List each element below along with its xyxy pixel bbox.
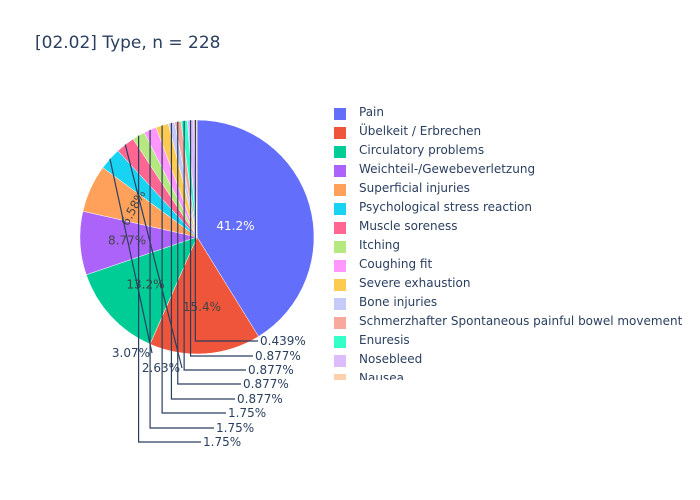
legend-label: Enuresis — [359, 333, 410, 347]
leader-line-9 — [149, 129, 214, 429]
slice-label-3: 13.2% — [126, 277, 164, 291]
legend-item[interactable]: Circulatory problems — [330, 142, 698, 161]
legend-swatch — [334, 165, 346, 177]
legend-label: Weichteil-/Gewebeverletzung — [359, 162, 536, 176]
legend-label: Severe exhaustion — [359, 276, 471, 290]
legend-label: Nausea — [359, 371, 404, 380]
legend-swatch — [334, 184, 346, 196]
slice-label-13: 0.877% — [248, 363, 294, 377]
slice-label-1: 41.2% — [216, 219, 254, 233]
legend-item[interactable]: Bone injuries — [330, 294, 698, 313]
leader-line-12 — [177, 121, 241, 385]
legend-label: Schmerzhafter Spontaneous painful bowel … — [359, 314, 683, 328]
legend-item[interactable]: Nosebleed — [330, 351, 698, 370]
legend-label: Bone injuries — [359, 295, 438, 309]
legend-swatch — [334, 279, 346, 291]
legend-swatch — [334, 108, 346, 120]
slice-label-12: 0.877% — [243, 377, 289, 391]
legend-swatch — [334, 298, 346, 310]
legend-label: Itching — [359, 238, 401, 252]
slice-label-7: 2.63% — [142, 361, 180, 375]
pie-slice-3[interactable] — [85, 236, 198, 345]
legend-item[interactable]: Muscle soreness — [330, 218, 698, 237]
legend-swatch — [334, 317, 346, 329]
legend-label: Muscle soreness — [359, 219, 458, 233]
chart-title: [02.02] Type, n = 228 — [35, 33, 221, 53]
legend-item[interactable]: Weichteil-/Gewebeverletzung — [330, 161, 698, 180]
slice-label-11: 0.877% — [237, 392, 283, 406]
legend-swatch — [334, 374, 346, 380]
legend-swatch — [334, 241, 346, 253]
legend-item[interactable]: Nausea — [330, 370, 698, 380]
slice-label-8: 1.75% — [203, 435, 241, 449]
legend-label: Nosebleed — [359, 352, 423, 366]
legend-swatch — [334, 355, 346, 367]
leader-line-11 — [170, 122, 235, 400]
leader-line-13 — [183, 120, 246, 371]
legend-item[interactable]: Severe exhaustion — [330, 275, 698, 294]
legend-swatch — [334, 127, 346, 139]
legend-item[interactable]: Psychological stress reaction — [330, 199, 698, 218]
legend-swatch — [334, 203, 346, 215]
legend-label: Psychological stress reaction — [359, 200, 532, 214]
leader-line-6 — [109, 158, 153, 354]
legend-label: Circulatory problems — [359, 143, 485, 157]
legend-item[interactable]: Schmerzhafter Spontaneous painful bowel … — [330, 313, 698, 332]
legend-label: Coughing fit — [359, 257, 433, 271]
legend-label: Superficial injuries — [359, 181, 470, 195]
slice-label-10: 1.75% — [228, 406, 266, 420]
legend-label: Pain — [359, 105, 384, 119]
legend-label: Übelkeit / Erbrechen — [359, 124, 482, 138]
slice-label-15: 0.439% — [260, 334, 306, 348]
legend-item[interactable]: Superficial injuries — [330, 180, 698, 199]
legend-swatch — [334, 336, 346, 348]
legend-swatch — [334, 146, 346, 158]
chart-legend: Pain Übelkeit / Erbrechen Circulatory prob… — [330, 104, 698, 380]
leader-line-10 — [161, 125, 226, 414]
legend-item[interactable]: Enuresis — [330, 332, 698, 351]
legend-item[interactable]: Pain — [330, 104, 698, 123]
pie-slice-1[interactable] — [196, 119, 315, 337]
slice-label-14: 0.877% — [255, 349, 301, 363]
leader-line-15 — [194, 120, 258, 342]
leader-line-7 — [124, 144, 183, 369]
legend-item[interactable]: Übelkeit / Erbrechen — [330, 123, 698, 142]
slice-label-9: 1.75% — [216, 421, 254, 435]
leader-line-8 — [137, 135, 201, 443]
leader-line-14 — [189, 120, 253, 357]
legend-item[interactable]: Coughing fit — [330, 256, 698, 275]
legend-item[interactable]: Itching — [330, 237, 698, 256]
slice-label-6: 3.07% — [112, 346, 150, 360]
slice-label-2: 15.4% — [183, 300, 221, 314]
legend-swatch — [334, 260, 346, 272]
legend-swatch — [334, 222, 346, 234]
